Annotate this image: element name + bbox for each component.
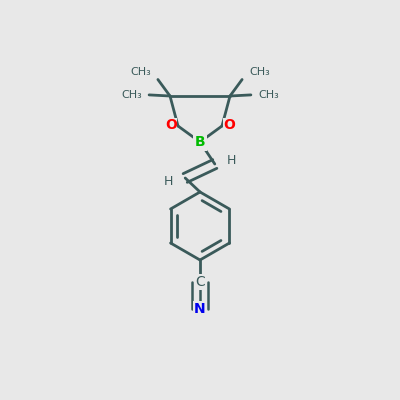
Text: N: N xyxy=(194,302,206,316)
Text: O: O xyxy=(223,118,235,132)
Text: H: H xyxy=(164,175,173,188)
Text: H: H xyxy=(227,154,236,167)
Text: B: B xyxy=(195,135,205,149)
Text: CH₃: CH₃ xyxy=(249,67,270,77)
Text: C: C xyxy=(195,275,205,289)
Text: O: O xyxy=(165,118,177,132)
Text: CH₃: CH₃ xyxy=(130,67,151,77)
Text: CH₃: CH₃ xyxy=(258,90,279,100)
Text: CH₃: CH₃ xyxy=(121,90,142,100)
